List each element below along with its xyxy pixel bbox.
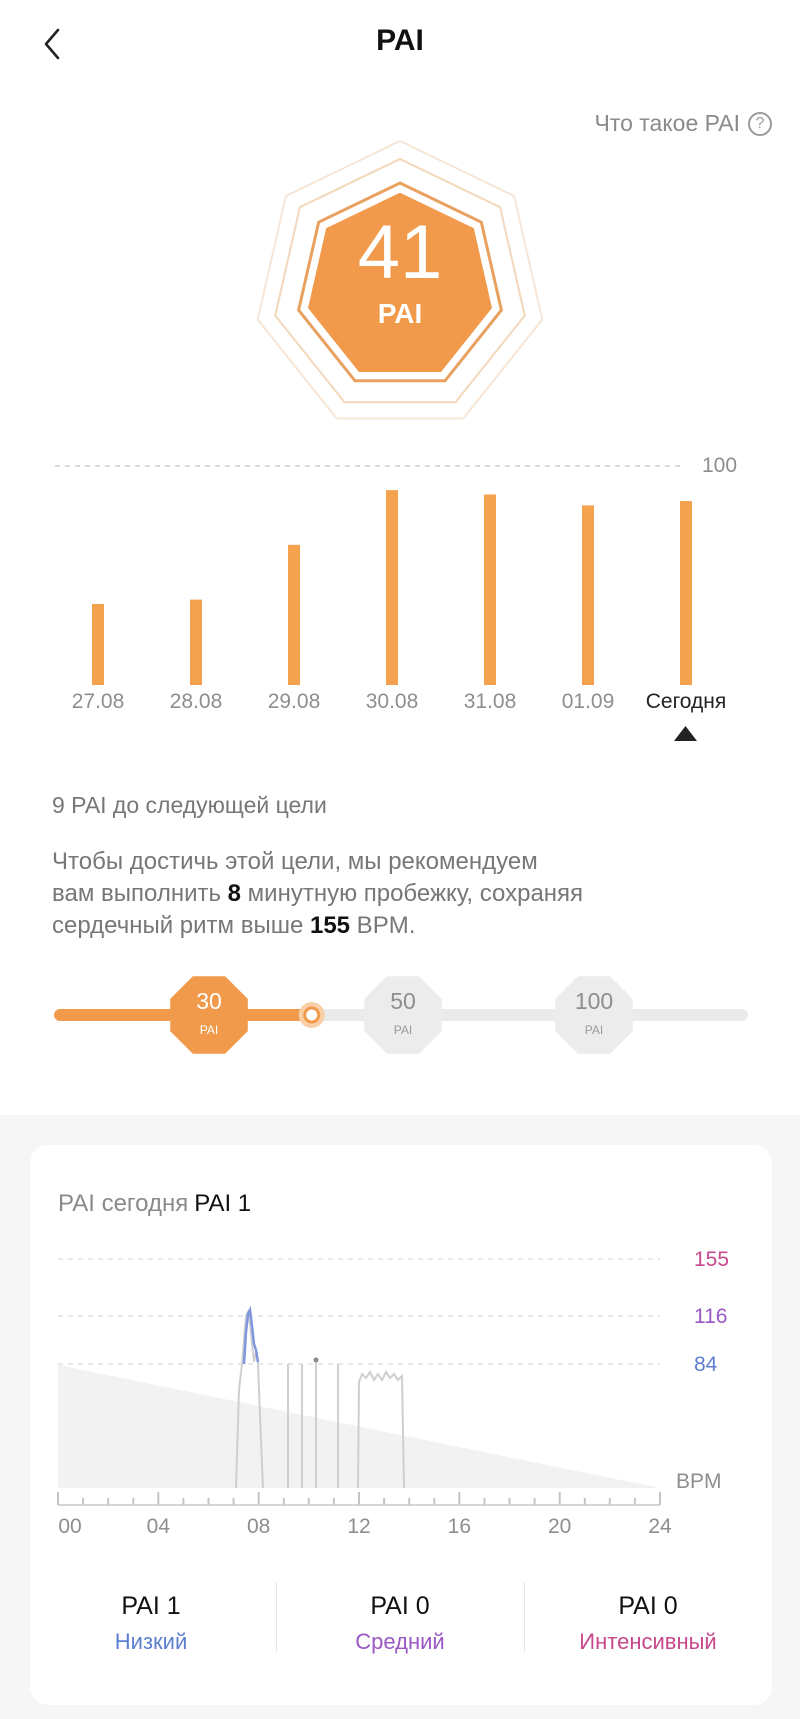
goal-progress-track xyxy=(54,976,748,1054)
stat-divider xyxy=(524,1582,525,1652)
stat-divider xyxy=(276,1582,277,1652)
target-line-label: 100 xyxy=(702,454,738,477)
day-label[interactable]: 29.08 xyxy=(267,690,321,713)
rec-line-3a: сердечный ритм выше xyxy=(52,912,310,939)
stat-high-label: Интенсивный xyxy=(579,1629,717,1654)
what-is-pai-label: Что такое PAI xyxy=(594,110,740,136)
hour-label: 20 xyxy=(547,1515,572,1538)
back-button[interactable] xyxy=(38,22,78,66)
pai-score: 41 xyxy=(357,210,443,295)
day-label[interactable]: 28.08 xyxy=(169,690,223,713)
chevron-left-icon xyxy=(44,28,60,60)
level-100-unit: PAI xyxy=(584,1023,604,1037)
pai-score-unit: PAI xyxy=(377,298,423,329)
pai-bar-31.08[interactable] xyxy=(484,494,496,685)
rec-line-2b: минутную пробежку, сохраняя xyxy=(241,880,584,907)
recommendation-text: Чтобы достичь этой цели, мы рекомендуем … xyxy=(52,846,752,942)
hour-label: 12 xyxy=(347,1515,371,1538)
day-label[interactable]: Сегодня xyxy=(645,690,727,713)
level-30-badge xyxy=(170,976,248,1054)
pai-bar-28.08[interactable] xyxy=(190,599,202,685)
progress-knob xyxy=(303,1006,321,1024)
stat-low-label: Низкий xyxy=(114,1629,188,1654)
hour-label: 16 xyxy=(447,1515,471,1538)
zone-label-116: 116 xyxy=(694,1305,728,1328)
next-goal-text: 9 PAI до следующей цели xyxy=(52,792,327,818)
hour-label: 04 xyxy=(146,1515,170,1538)
pai-bar-30.08[interactable] xyxy=(386,490,398,685)
today-marker-icon xyxy=(674,726,697,741)
level-100-badge xyxy=(555,976,633,1054)
help-icon: ? xyxy=(748,111,772,136)
stat-high-value: PAI 0 xyxy=(618,1592,678,1620)
stat-high: PAI 0 Интенсивный xyxy=(528,1592,768,1655)
hour-label: 00 xyxy=(58,1515,82,1538)
level-30-value: 30 xyxy=(196,988,222,1014)
page-title: PAI xyxy=(376,24,424,57)
stat-medium-label: Средний xyxy=(355,1629,445,1654)
rec-line-3b: BPM. xyxy=(350,912,416,939)
zone-label-155: 155 xyxy=(694,1248,730,1271)
hr-point xyxy=(313,1357,319,1363)
day-label[interactable]: 27.08 xyxy=(71,690,125,713)
rec-minutes: 8 xyxy=(227,880,241,907)
stat-low-value: PAI 1 xyxy=(121,1592,181,1620)
hr-trace-afternoon xyxy=(357,1370,405,1489)
rec-line-1: Чтобы достичь этой цели, мы рекомендуем xyxy=(52,848,538,875)
stat-medium: PAI 0 Средний xyxy=(280,1592,520,1655)
pai-bar-01.09[interactable] xyxy=(582,505,594,685)
hr-trace-morning xyxy=(235,1308,264,1489)
level-100-value: 100 xyxy=(574,988,614,1014)
hr-trace-low-zone xyxy=(242,1305,260,1365)
pai-badge xyxy=(256,139,544,420)
heart-rate-chart xyxy=(57,1258,661,1506)
bpm-unit-label: BPM xyxy=(676,1470,722,1493)
weekly-pai-chart xyxy=(55,465,697,741)
stat-medium-value: PAI 0 xyxy=(370,1592,430,1620)
level-50-badge xyxy=(364,976,442,1054)
day-label[interactable]: 01.09 xyxy=(561,690,615,713)
hour-label: 08 xyxy=(246,1515,271,1538)
rec-bpm: 155 xyxy=(309,912,351,939)
today-pai-label: PAI сегодня xyxy=(58,1190,189,1217)
level-30-unit: PAI xyxy=(199,1023,219,1037)
today-pai-value: PAI 1 xyxy=(194,1190,252,1217)
level-50-unit: PAI xyxy=(393,1023,413,1037)
day-label[interactable]: 30.08 xyxy=(365,690,419,713)
zone-label-84: 84 xyxy=(694,1353,718,1376)
pai-bar-27.08[interactable] xyxy=(92,603,104,685)
what-is-pai-link[interactable]: Что такое PAI ? xyxy=(594,110,772,137)
level-50-value: 50 xyxy=(390,988,416,1014)
pai-bar-29.08[interactable] xyxy=(288,544,300,685)
hour-label: 24 xyxy=(648,1515,672,1538)
stat-low: PAI 1 Низкий xyxy=(31,1592,271,1655)
today-pai-heading: PAI сегодня PAI 1 xyxy=(58,1190,251,1218)
day-label[interactable]: 31.08 xyxy=(463,690,517,713)
rec-line-2a: вам выполнить xyxy=(52,880,228,907)
pai-bar-Сегодня[interactable] xyxy=(680,501,692,685)
